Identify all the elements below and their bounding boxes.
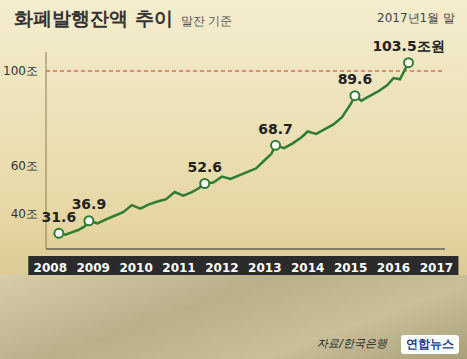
svg-text:2011: 2011 bbox=[162, 261, 195, 275]
svg-text:2017: 2017 bbox=[420, 261, 453, 275]
svg-text:31.6: 31.6 bbox=[41, 208, 77, 225]
svg-text:2013: 2013 bbox=[248, 261, 281, 275]
svg-text:2009: 2009 bbox=[76, 261, 109, 275]
html-text:2017년1월 말: 2017년1월 말 bbox=[377, 11, 455, 25]
svg-text:2012: 2012 bbox=[205, 261, 238, 275]
svg-text:2016: 2016 bbox=[377, 261, 410, 275]
svg-text:36.9: 36.9 bbox=[72, 196, 107, 212]
svg-text:103.5조원: 103.5조원 bbox=[372, 38, 444, 54]
svg-text:60조: 60조 bbox=[11, 159, 38, 173]
svg-text:2014: 2014 bbox=[291, 261, 324, 275]
html-text:자료/한국은행: 자료/한국은행 bbox=[317, 337, 387, 350]
svg-text:52.6: 52.6 bbox=[187, 159, 222, 175]
svg-text:89.6: 89.6 bbox=[338, 71, 373, 87]
html-text:화폐발행잔액 추이 말잔 기준: 화폐발행잔액 추이 말잔 기준 bbox=[14, 7, 233, 29]
svg-text:100조: 100조 bbox=[3, 64, 38, 78]
html-text:연합뉴스: 연합뉴스 bbox=[406, 337, 454, 351]
svg-text:2015: 2015 bbox=[334, 261, 367, 275]
svg-text:2008: 2008 bbox=[34, 261, 67, 275]
svg-text:2010: 2010 bbox=[119, 261, 152, 275]
svg-text:68.7: 68.7 bbox=[258, 121, 293, 137]
svg-text:40조: 40조 bbox=[11, 207, 38, 221]
